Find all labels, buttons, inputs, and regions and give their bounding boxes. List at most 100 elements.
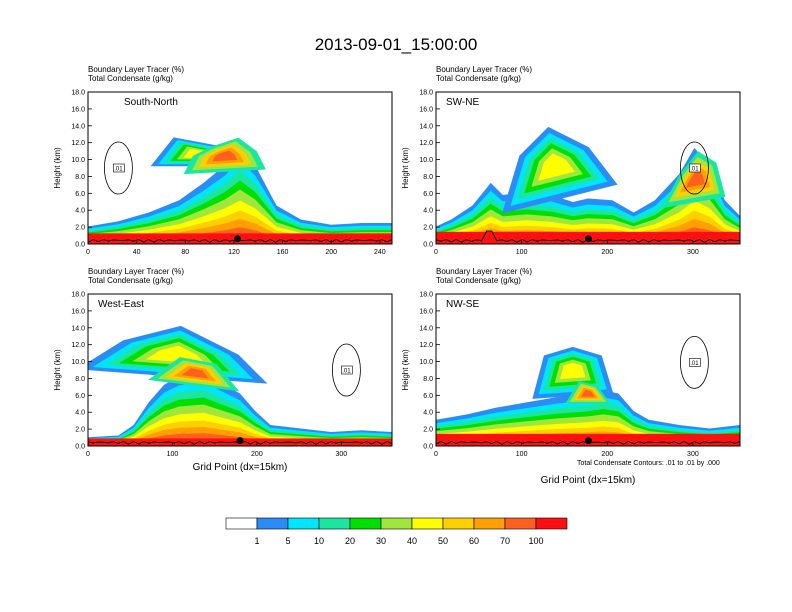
panels: Boundary Layer Tracer (%) Total Condensat… — [53, 65, 741, 486]
x-tick-label: 0 — [434, 451, 438, 458]
x-tick-label: 240 — [374, 249, 386, 256]
y-tick-label: 6.0 — [423, 393, 433, 400]
x-tick-label: 120 — [228, 249, 240, 256]
y-tick-label: 4.0 — [75, 410, 85, 417]
tracer-blob — [685, 170, 705, 188]
x-tick-label: 160 — [277, 249, 289, 256]
y-tick-label: 14.0 — [419, 325, 433, 332]
colorbar-cell — [473, 517, 506, 530]
condensate-contour — [104, 141, 133, 195]
y-tick-label: 18.0 — [419, 90, 433, 97]
panel-subtitle-tracer: Boundary Layer Tracer (%) — [436, 65, 532, 74]
y-tick-label: 16.0 — [71, 106, 85, 113]
x-tick-label: 200 — [601, 451, 613, 458]
y-tick-label: 0.0 — [423, 242, 433, 249]
panel-subtitle-tracer: Boundary Layer Tracer (%) — [88, 267, 184, 276]
colorbar-cell — [318, 517, 351, 530]
y-tick-label: 14.0 — [71, 123, 85, 130]
colorbar-label: 50 — [438, 536, 448, 546]
y-tick-label: 2.0 — [423, 427, 433, 434]
panel-field: .01 — [436, 335, 740, 446]
y-tick-label: 10.0 — [419, 157, 433, 164]
y-axis-label: Height (km) — [53, 349, 62, 391]
panel-label: NW-SE — [446, 299, 479, 310]
colorbar-label: 20 — [345, 536, 355, 546]
colorbar: 1 5 10 20 30 40 50 60 70 100 — [225, 517, 568, 546]
y-axis-label: Height (km) — [401, 147, 410, 189]
y-tick-label: 10.0 — [71, 157, 85, 164]
y-tick-label: 2.0 — [75, 427, 85, 434]
y-tick-label: 14.0 — [71, 325, 85, 332]
colorbar-label: 1 — [254, 536, 259, 546]
y-tick-label: 18.0 — [71, 292, 85, 299]
tracer-blob — [538, 153, 575, 181]
y-tick-label: 2.0 — [423, 225, 433, 232]
plot-frame — [87, 91, 393, 245]
panel-subtitle-condensate: Total Condensate (g/kg) — [436, 276, 521, 285]
panel-field: .01 — [88, 325, 392, 446]
colorbar-cell — [349, 517, 382, 530]
y-tick-label: 0.0 — [75, 444, 85, 451]
y-tick-label: 16.0 — [71, 308, 85, 315]
colorbar-cell — [380, 517, 413, 530]
colorbar-cell — [442, 517, 475, 530]
y-tick-label: 16.0 — [419, 106, 433, 113]
y-tick-label: 6.0 — [75, 393, 85, 400]
panel-field: .01 — [88, 137, 392, 244]
colorbar-cell — [411, 517, 444, 530]
x-tick-label: 200 — [601, 249, 613, 256]
condensate-contour — [680, 335, 709, 389]
condensate-contour — [680, 141, 709, 195]
y-tick-label: 16.0 — [419, 308, 433, 315]
x-tick-label: 0 — [434, 249, 438, 256]
y-tick-label: 10.0 — [419, 359, 433, 366]
colorbar-label: 100 — [528, 536, 543, 546]
x-tick-label: 300 — [335, 451, 347, 458]
x-tick-label: 200 — [325, 249, 337, 256]
panel-subtitle-condensate: Total Condensate (g/kg) — [88, 74, 173, 83]
y-tick-label: 12.0 — [71, 342, 85, 349]
contour-label: .01 — [114, 167, 123, 173]
contour-label: .01 — [690, 361, 699, 367]
contour-label-box — [689, 358, 701, 367]
y-axis-label: Height (km) — [401, 349, 410, 391]
y-tick-label: 8.0 — [423, 174, 433, 181]
contour-label: .01 — [342, 369, 351, 375]
x-tick-label: 300 — [687, 249, 699, 256]
y-tick-label: 8.0 — [423, 376, 433, 383]
y-tick-label: 4.0 — [423, 208, 433, 215]
condensate-contour — [331, 343, 361, 397]
plot-frame — [435, 91, 741, 245]
x-tick-label: 40 — [133, 249, 141, 256]
y-tick-label: 18.0 — [419, 292, 433, 299]
tracer-blob — [181, 368, 209, 379]
x-tick-label: 0 — [86, 451, 90, 458]
x-tick-label: 200 — [251, 451, 263, 458]
colorbar-cell — [256, 517, 289, 530]
plot-frame — [435, 293, 741, 447]
x-tick-label: 100 — [516, 249, 528, 256]
y-tick-label: 12.0 — [419, 342, 433, 349]
panel-nw-se: Boundary Layer Tracer (%)Total Condensat… — [401, 267, 741, 486]
panel-field: .01 — [436, 126, 740, 244]
x-tick-label: 80 — [181, 249, 189, 256]
contour-footnote: Total Condensate Contours: .01 to .01 by… — [577, 460, 720, 467]
colorbar-cell — [504, 517, 537, 530]
y-tick-label: 6.0 — [75, 191, 85, 198]
y-tick-label: 18.0 — [71, 90, 85, 97]
tracer-blob — [581, 389, 595, 397]
y-tick-label: 14.0 — [419, 123, 433, 130]
y-tick-label: 8.0 — [75, 376, 85, 383]
x-tick-label: 0 — [86, 249, 90, 256]
colorbar-label: 60 — [469, 536, 479, 546]
colorbar-label: 30 — [376, 536, 386, 546]
x-axis-label: Grid Point (dx=15km) — [193, 462, 288, 473]
colorbar-label: 70 — [500, 536, 510, 546]
y-tick-label: 8.0 — [75, 174, 85, 181]
contour-label-box — [341, 365, 353, 375]
panel-label: West-East — [98, 299, 144, 310]
location-marker — [584, 235, 592, 243]
y-tick-label: 0.0 — [423, 444, 433, 451]
panel-label: South-North — [124, 97, 178, 108]
